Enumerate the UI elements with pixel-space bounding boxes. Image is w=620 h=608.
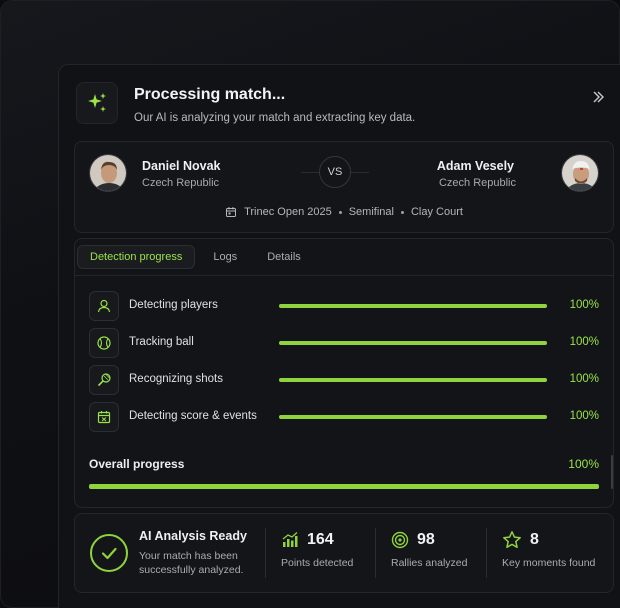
player1-country: Czech Republic bbox=[142, 177, 220, 189]
progress-bar-fill bbox=[279, 304, 547, 308]
progress-bar bbox=[279, 304, 547, 308]
stat-value: 164 bbox=[307, 531, 334, 548]
status-title: AI Analysis Ready bbox=[139, 529, 247, 543]
bar-chart-icon bbox=[282, 532, 298, 547]
status-subtitle: Your match has been successfully analyze… bbox=[139, 550, 244, 576]
tab-logs[interactable]: Logs bbox=[213, 251, 238, 263]
player2-country: Czech Republic bbox=[438, 177, 516, 189]
step-row: Detecting players 100% bbox=[89, 291, 599, 321]
step-row: Tracking ball 100% bbox=[89, 328, 599, 358]
stat-rallies: 98 Rallies analyzed bbox=[391, 528, 467, 569]
step-label: Detecting players bbox=[129, 299, 218, 311]
court-surface: Clay Court bbox=[410, 206, 463, 218]
stat-key-moments: 8 Key moments found bbox=[502, 528, 595, 569]
processing-panel: Processing match... Our AI is analyzing … bbox=[58, 64, 620, 608]
tab-bar: Detection progress Logs Details bbox=[77, 245, 313, 269]
stat-label: Points detected bbox=[281, 557, 354, 569]
divider bbox=[375, 528, 376, 578]
user-icon bbox=[89, 291, 119, 321]
stat-label: Key moments found bbox=[502, 557, 596, 569]
progress-card: Detection progress Logs Details Detectin… bbox=[74, 238, 614, 508]
overall-progress-bar bbox=[89, 484, 599, 489]
tab-details[interactable]: Details bbox=[267, 251, 301, 263]
match-round: Semifinal bbox=[348, 206, 394, 218]
progress-bar bbox=[279, 378, 547, 382]
sparkle-icon bbox=[76, 82, 118, 124]
separator-dot bbox=[338, 210, 342, 214]
page-title: Processing match... bbox=[134, 86, 286, 103]
analysis-summary-card: AI Analysis Ready Your match has been su… bbox=[74, 513, 614, 593]
divider bbox=[351, 172, 369, 173]
tournament-name: Trinec Open 2025 bbox=[244, 206, 332, 218]
player2-name: Adam Vesely bbox=[436, 159, 514, 173]
racket-icon bbox=[89, 365, 119, 395]
step-label: Tracking ball bbox=[129, 336, 194, 348]
overall-progress-fill bbox=[89, 484, 599, 489]
divider bbox=[75, 275, 613, 276]
step-percent: 100% bbox=[569, 373, 599, 385]
star-icon bbox=[503, 531, 521, 549]
divider bbox=[301, 172, 319, 173]
stat-value: 98 bbox=[417, 531, 435, 548]
tab-detection-progress[interactable]: Detection progress bbox=[77, 245, 196, 269]
separator-dot bbox=[400, 210, 404, 214]
progress-bar bbox=[279, 341, 547, 345]
page-subtitle: Our AI is analyzing your match and extra… bbox=[134, 112, 416, 124]
vs-badge: VS bbox=[319, 156, 351, 188]
player1-name: Daniel Novak bbox=[142, 159, 221, 173]
progress-bar bbox=[279, 415, 547, 419]
calendar-check-icon bbox=[89, 402, 119, 432]
stat-label: Rallies analyzed bbox=[391, 557, 468, 569]
divider bbox=[265, 528, 266, 578]
step-label: Recognizing shots bbox=[129, 373, 223, 385]
overall-progress-percent: 100% bbox=[568, 457, 599, 471]
divider bbox=[486, 528, 487, 578]
step-percent: 100% bbox=[569, 299, 599, 311]
target-icon bbox=[391, 531, 409, 549]
calendar-icon bbox=[226, 207, 237, 217]
check-circle-icon bbox=[90, 534, 128, 572]
match-card: Daniel Novak Czech Republic VS Adam Vese… bbox=[74, 141, 614, 233]
double-chevron-right-icon[interactable] bbox=[588, 87, 608, 107]
match-meta: Trinec Open 2025 Semifinal Clay Court bbox=[75, 206, 613, 218]
player2-avatar bbox=[561, 154, 599, 192]
panel-header: Processing match... Our AI is analyzing … bbox=[73, 79, 620, 141]
progress-bar-fill bbox=[279, 378, 547, 382]
step-row: Detecting score & events 100% bbox=[89, 402, 599, 432]
step-label: Detecting score & events bbox=[129, 410, 257, 422]
step-row: Recognizing shots 100% bbox=[89, 365, 599, 395]
step-percent: 100% bbox=[569, 336, 599, 348]
progress-bar-fill bbox=[279, 415, 547, 419]
progress-bar-fill bbox=[279, 341, 547, 345]
stat-points: 164 Points detected bbox=[281, 528, 353, 569]
step-percent: 100% bbox=[569, 410, 599, 422]
stat-value: 8 bbox=[530, 531, 539, 548]
overall-progress-label: Overall progress bbox=[89, 457, 185, 471]
scrollbar[interactable] bbox=[611, 455, 613, 489]
tennis-ball-icon bbox=[89, 328, 119, 358]
player1-avatar bbox=[89, 154, 127, 192]
